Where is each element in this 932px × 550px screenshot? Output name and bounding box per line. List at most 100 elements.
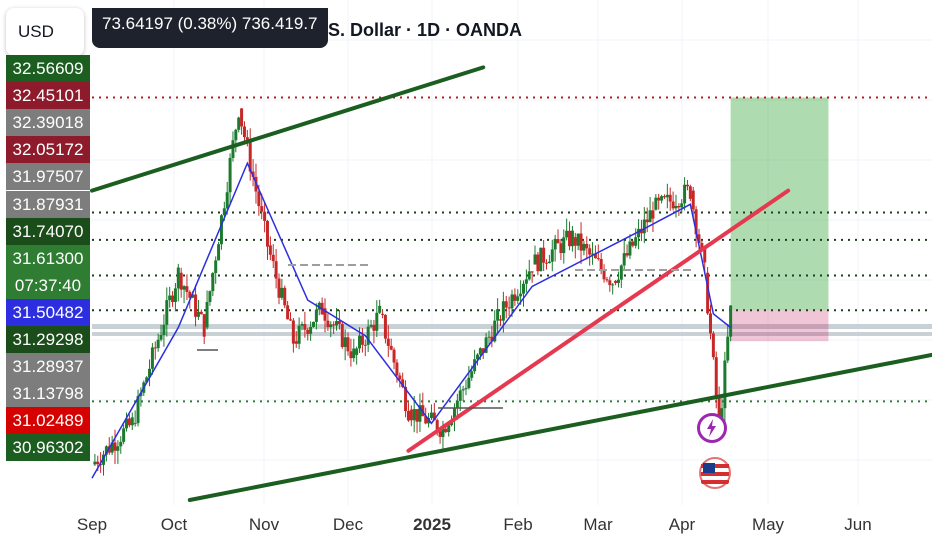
price-tag[interactable]: 32.39018 xyxy=(6,109,90,137)
candle-body xyxy=(386,338,390,346)
trend-line-1 xyxy=(187,352,932,502)
price-tag[interactable]: 31.50482 xyxy=(6,298,90,326)
candle-body xyxy=(404,386,408,412)
candle-body xyxy=(605,279,609,281)
candle-body xyxy=(104,446,108,455)
candle-body xyxy=(102,454,106,465)
candle-body xyxy=(553,239,557,250)
loss-zone xyxy=(730,310,829,342)
price-tag[interactable]: 07:37:40 xyxy=(6,271,90,299)
candle-body xyxy=(539,247,543,272)
candle-body xyxy=(527,271,531,280)
candle-body xyxy=(165,300,169,325)
candle-body xyxy=(360,335,364,345)
candle-body xyxy=(346,337,350,352)
candle-body xyxy=(119,441,123,447)
price-tag[interactable]: 31.61300 xyxy=(6,244,90,272)
candle-body xyxy=(441,428,445,437)
candle-body xyxy=(343,337,347,348)
price-tag[interactable]: 31.02489 xyxy=(6,407,90,435)
horizontal-levels[interactable] xyxy=(92,96,932,403)
candle-body xyxy=(545,262,549,264)
candle-body xyxy=(662,196,666,198)
candle-body xyxy=(562,237,566,254)
candle-body xyxy=(683,184,687,204)
candle-body xyxy=(303,324,307,330)
candle-body xyxy=(127,418,131,426)
candle-body xyxy=(706,272,710,314)
candle-body xyxy=(217,244,221,261)
quote-tooltip: 73.64197 (0.38%) 736.419.7 xyxy=(92,8,328,48)
candle-body xyxy=(182,286,186,290)
candle-body xyxy=(366,326,370,345)
candle-body xyxy=(110,442,114,453)
candle-body xyxy=(484,337,488,353)
candle-body xyxy=(657,197,661,201)
candle-body xyxy=(556,239,560,244)
candle-body xyxy=(93,461,97,465)
candle-body xyxy=(398,375,402,380)
candle-body xyxy=(680,203,684,208)
price-tag[interactable]: 31.74070 xyxy=(6,217,90,245)
price-tag[interactable]: 32.45101 xyxy=(6,82,90,110)
trend-line-0 xyxy=(90,65,486,193)
candle-body xyxy=(697,234,701,244)
candle-body xyxy=(648,210,652,223)
candle-body xyxy=(625,253,629,256)
candle-body xyxy=(156,339,160,349)
support-zone xyxy=(92,324,932,336)
candlesticks xyxy=(93,108,733,476)
price-tag[interactable]: 31.13798 xyxy=(6,380,90,408)
quote-text: 73.64197 (0.38%) 736.419.7 xyxy=(102,14,318,33)
candle-body xyxy=(392,349,396,363)
candle-body xyxy=(467,377,471,389)
candle-body xyxy=(375,312,379,331)
price-tag[interactable]: 32.56609 xyxy=(6,55,90,82)
candle-body xyxy=(162,324,166,335)
candle-body xyxy=(412,409,416,421)
lightning-event-icon[interactable] xyxy=(697,413,727,443)
candle-body xyxy=(326,320,330,328)
us-flag-event-icon[interactable] xyxy=(698,456,732,490)
candle-body xyxy=(309,326,313,334)
candle-body xyxy=(248,140,252,172)
price-tag[interactable]: 31.28937 xyxy=(6,353,90,381)
gray-level-lines xyxy=(197,264,692,409)
candle-body xyxy=(306,329,310,334)
candle-body xyxy=(240,108,244,127)
candle-body xyxy=(550,249,554,262)
time-tick: Mar xyxy=(583,515,613,534)
price-tag[interactable]: 32.05172 xyxy=(6,136,90,164)
candle-body xyxy=(381,313,385,315)
candle-body xyxy=(139,392,143,397)
candle-body xyxy=(691,190,695,210)
candle-body xyxy=(458,390,462,401)
candle-body xyxy=(726,336,730,361)
candle-body xyxy=(438,431,442,437)
candle-body xyxy=(493,320,497,342)
candle-body xyxy=(196,311,200,317)
candle-body xyxy=(729,305,733,337)
moving-average xyxy=(91,161,732,479)
candle-body xyxy=(688,186,692,199)
candle-body xyxy=(378,305,382,313)
candle-body xyxy=(219,215,223,245)
price-tag[interactable]: 30.96302 xyxy=(6,434,90,462)
currency-label: USD xyxy=(18,22,54,41)
candle-body xyxy=(614,280,618,283)
candle-body xyxy=(634,237,638,246)
candle-body xyxy=(524,279,528,284)
candle-body xyxy=(265,220,269,247)
candle-body xyxy=(96,461,100,465)
price-tag[interactable]: 31.97507 xyxy=(6,163,90,191)
price-tag[interactable]: 31.29298 xyxy=(6,326,90,353)
candle-body xyxy=(291,320,295,344)
candle-body xyxy=(288,319,292,321)
candle-body xyxy=(522,283,526,294)
candle-body xyxy=(205,302,209,328)
price-tag[interactable]: 31.87931 xyxy=(6,190,90,218)
currency-selector[interactable]: USD xyxy=(6,8,84,56)
candle-body xyxy=(283,287,287,306)
profit-zone xyxy=(730,97,829,311)
